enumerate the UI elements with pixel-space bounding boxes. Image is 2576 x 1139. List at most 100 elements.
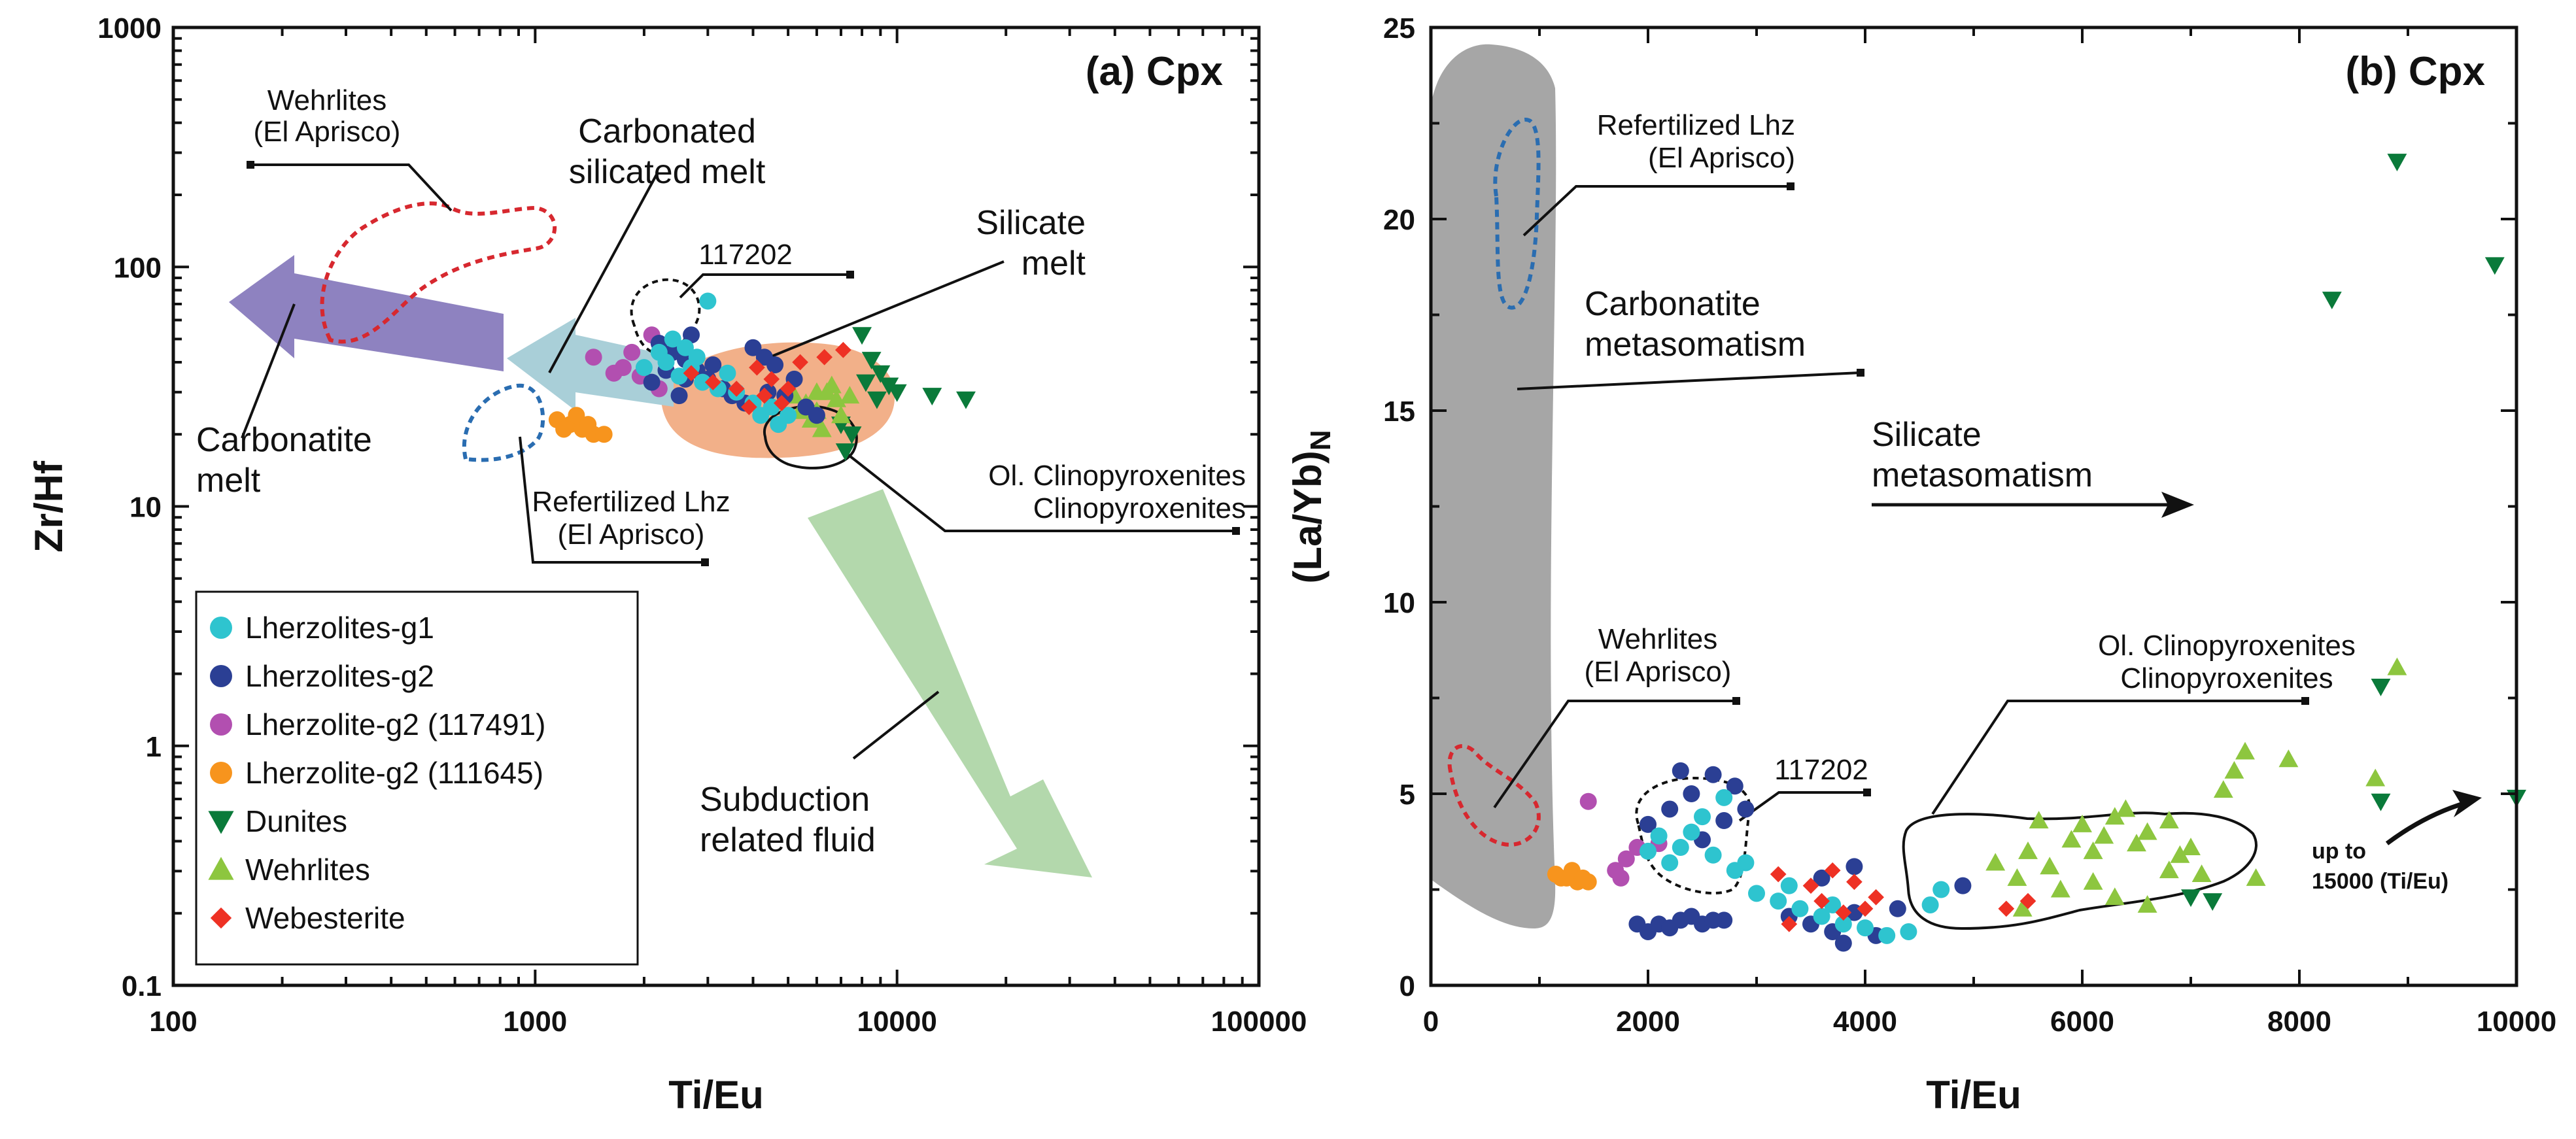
panel-b-ticks: 0 2000 4000 6000 8000 10000 0 5 10 15 20 25 <box>1383 12 2556 1038</box>
leader-clinopyroxenites <box>842 450 1236 532</box>
point-b-wehrlites <box>2050 879 2070 898</box>
point-b-lherzolites-g2 <box>1683 908 1700 925</box>
y-tick-label-a: 0.1 <box>122 970 162 1002</box>
leader-refertilized <box>519 436 705 564</box>
point-b-wehrlites <box>2181 838 2201 855</box>
point-b-wehrlites <box>1985 853 2006 871</box>
point-a-lherzolites-g2 <box>744 339 762 356</box>
point-a-lherzolites-g1 <box>694 373 712 391</box>
point-a-lherzolite-g2-111645 <box>579 416 597 434</box>
leader-subduction <box>852 690 940 760</box>
refertilized-lhz-field <box>462 383 545 462</box>
point-a-dunites <box>867 391 887 409</box>
point-a-lherzolites-g2 <box>704 356 722 374</box>
panel-a-points <box>548 292 976 462</box>
point-b-dunites <box>2203 893 2223 911</box>
point-a-lherzolite-g2-111645 <box>568 407 585 424</box>
point-b-wehrlites <box>2159 811 2179 828</box>
point-b-lherzolites-g1 <box>1715 789 1733 806</box>
point-b-lherzolites-g1 <box>1737 854 1755 872</box>
anno-a-carbonatite: Carbonatite melt <box>196 421 372 500</box>
x-tick-label-b: 10000 <box>2477 1006 2556 1038</box>
point-b-wehrlites <box>2104 807 2125 825</box>
anno-b-117202: 117202 <box>1774 754 1868 786</box>
leader-wehrlites <box>250 163 453 212</box>
point-b-wehrlites <box>2224 760 2244 779</box>
anno-b-carbonatite: Carbonatite metasomatism <box>1585 285 1806 364</box>
point-b-wehrlites <box>2072 814 2092 832</box>
point-b-lherzolites-g1 <box>1770 892 1787 910</box>
point-b-wehrlites <box>2170 845 2190 863</box>
point-a-webesterite <box>763 371 780 388</box>
point-b-webesterite <box>1770 866 1787 883</box>
panel-b-annotations: Refertilized Lhz (El Aprisco) Carbonatite… <box>1585 109 2449 894</box>
point-a-wehrlites <box>831 405 851 424</box>
point-a-webesterite <box>728 381 745 397</box>
x-tick-label-b: 6000 <box>2050 1006 2114 1038</box>
point-a-lherzolites-g2 <box>766 356 784 374</box>
panel-a-annotations: Wehrlites (El Aprisco) Carbonated silicate… <box>196 84 1246 859</box>
point-a-lherzolites-g2 <box>670 387 688 405</box>
point-b-wehrlites <box>2387 657 2407 675</box>
point-b-wehrlites <box>2094 826 2114 844</box>
point-b-lherzolites-g1 <box>1661 854 1679 872</box>
x-tick-label-b: 4000 <box>1833 1006 1897 1038</box>
y-tick-label-a: 10 <box>129 492 162 524</box>
point-b-lherzolite-g2-117491 <box>1617 850 1635 868</box>
point-b-lherzolites-g2 <box>1704 911 1722 929</box>
point-b-wehrlites <box>2040 857 2060 875</box>
point-b-lherzolite-g2-117491 <box>1612 869 1630 887</box>
y-tick-label-a: 1000 <box>97 12 162 44</box>
point-a-webesterite <box>741 399 757 415</box>
point-a-webesterite <box>773 395 790 411</box>
point-b-lherzolites-g2 <box>1889 900 1906 917</box>
panel-a-leader-ends <box>247 161 1240 566</box>
point-a-lherzolites-g1 <box>664 330 681 348</box>
point-b-webesterite <box>1781 915 1798 932</box>
point-a-lherzolites-g1 <box>670 367 688 385</box>
point-b-webesterite <box>1813 892 1830 910</box>
point-b-wehrlites <box>2235 741 2255 760</box>
point-a-wehrlites <box>806 382 827 400</box>
point-b-wehrlites <box>2061 830 2082 848</box>
point-a-webesterite <box>756 387 773 404</box>
anno-a-carbonated: Carbonated silicated melt <box>569 112 766 191</box>
legend-label-dunites: Dunites <box>245 804 347 838</box>
point-b-lherzolites-g1 <box>1683 823 1700 841</box>
point-b-lherzolites-g1 <box>1878 926 1896 944</box>
panel-b-title: (b) Cpx <box>2345 49 2485 94</box>
panel-a-fields <box>229 201 1092 877</box>
point-b-webesterite <box>2019 892 2036 910</box>
subduction-fluid-arrow <box>808 489 1092 877</box>
clinopyroxenites-field-b <box>1902 811 2258 930</box>
point-a-lherzolites-g1 <box>688 348 706 366</box>
point-b-lherzolites-g1 <box>1932 881 1950 898</box>
point-a-dunites <box>835 443 855 462</box>
point-b-webesterite <box>1998 900 2015 917</box>
legend-label-webesterite: Webesterite <box>245 901 405 935</box>
anno-a-silicate: Silicate melt <box>976 204 1086 282</box>
point-b-lherzolites-g2 <box>1683 785 1700 802</box>
y-tick-label-b: 0 <box>1400 970 1415 1002</box>
point-b-lherzolites-g1 <box>1748 885 1765 902</box>
x-tick-label-b: 8000 <box>2267 1006 2331 1038</box>
legend-marker-wehrlites <box>208 857 234 880</box>
point-b-wehrlites <box>2159 860 2179 879</box>
point-a-webesterite <box>749 359 765 376</box>
point-b-lherzolites-g2 <box>1640 923 1657 940</box>
y-tick-label-b: 10 <box>1383 587 1415 619</box>
point-b-lherzolites-g1 <box>1791 900 1809 917</box>
point-a-dunites <box>856 374 876 392</box>
point-a-wehrlites <box>840 386 860 404</box>
y-tick-label-a: 1 <box>146 731 162 763</box>
panel-b-xlabel: Ti/Eu <box>1926 1073 2021 1117</box>
silicate-metasomatism-arrow <box>1872 492 2194 518</box>
point-b-wehrlites <box>2213 780 2233 798</box>
panel-b-leader-ends <box>1732 182 2309 796</box>
point-b-webesterite <box>1857 900 1874 917</box>
point-a-wehrlites <box>812 419 832 437</box>
leader-b-117202 <box>1738 791 1867 822</box>
point-b-lherzolites-g1 <box>1650 827 1668 845</box>
point-a-lherzolite-g2-117491 <box>623 343 641 361</box>
